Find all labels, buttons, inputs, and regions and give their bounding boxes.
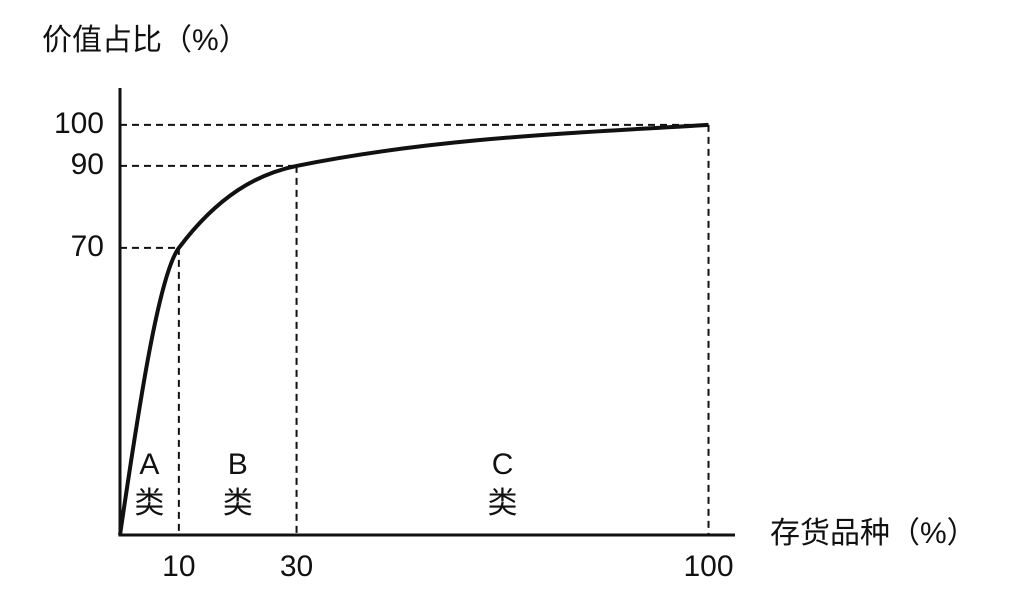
region-letter: A — [139, 448, 159, 481]
y-tick-label: 70 — [71, 230, 104, 263]
region-letter: B — [228, 448, 248, 481]
x-tick-label: 30 — [280, 550, 313, 583]
region-class: 类 — [134, 487, 164, 520]
region-class: 类 — [223, 487, 253, 520]
y-tick-label: 90 — [71, 148, 104, 181]
region-letter: C — [492, 448, 514, 481]
x-tick-label: 100 — [683, 550, 733, 583]
x-axis-label: 存货品种（%） — [770, 517, 977, 550]
curve — [118, 122, 709, 536]
region-class: 类 — [488, 487, 518, 520]
y-tick-label: 100 — [54, 107, 104, 140]
x-tick-label: 10 — [162, 550, 195, 583]
y-axis-label: 价值占比（%） — [42, 24, 249, 57]
